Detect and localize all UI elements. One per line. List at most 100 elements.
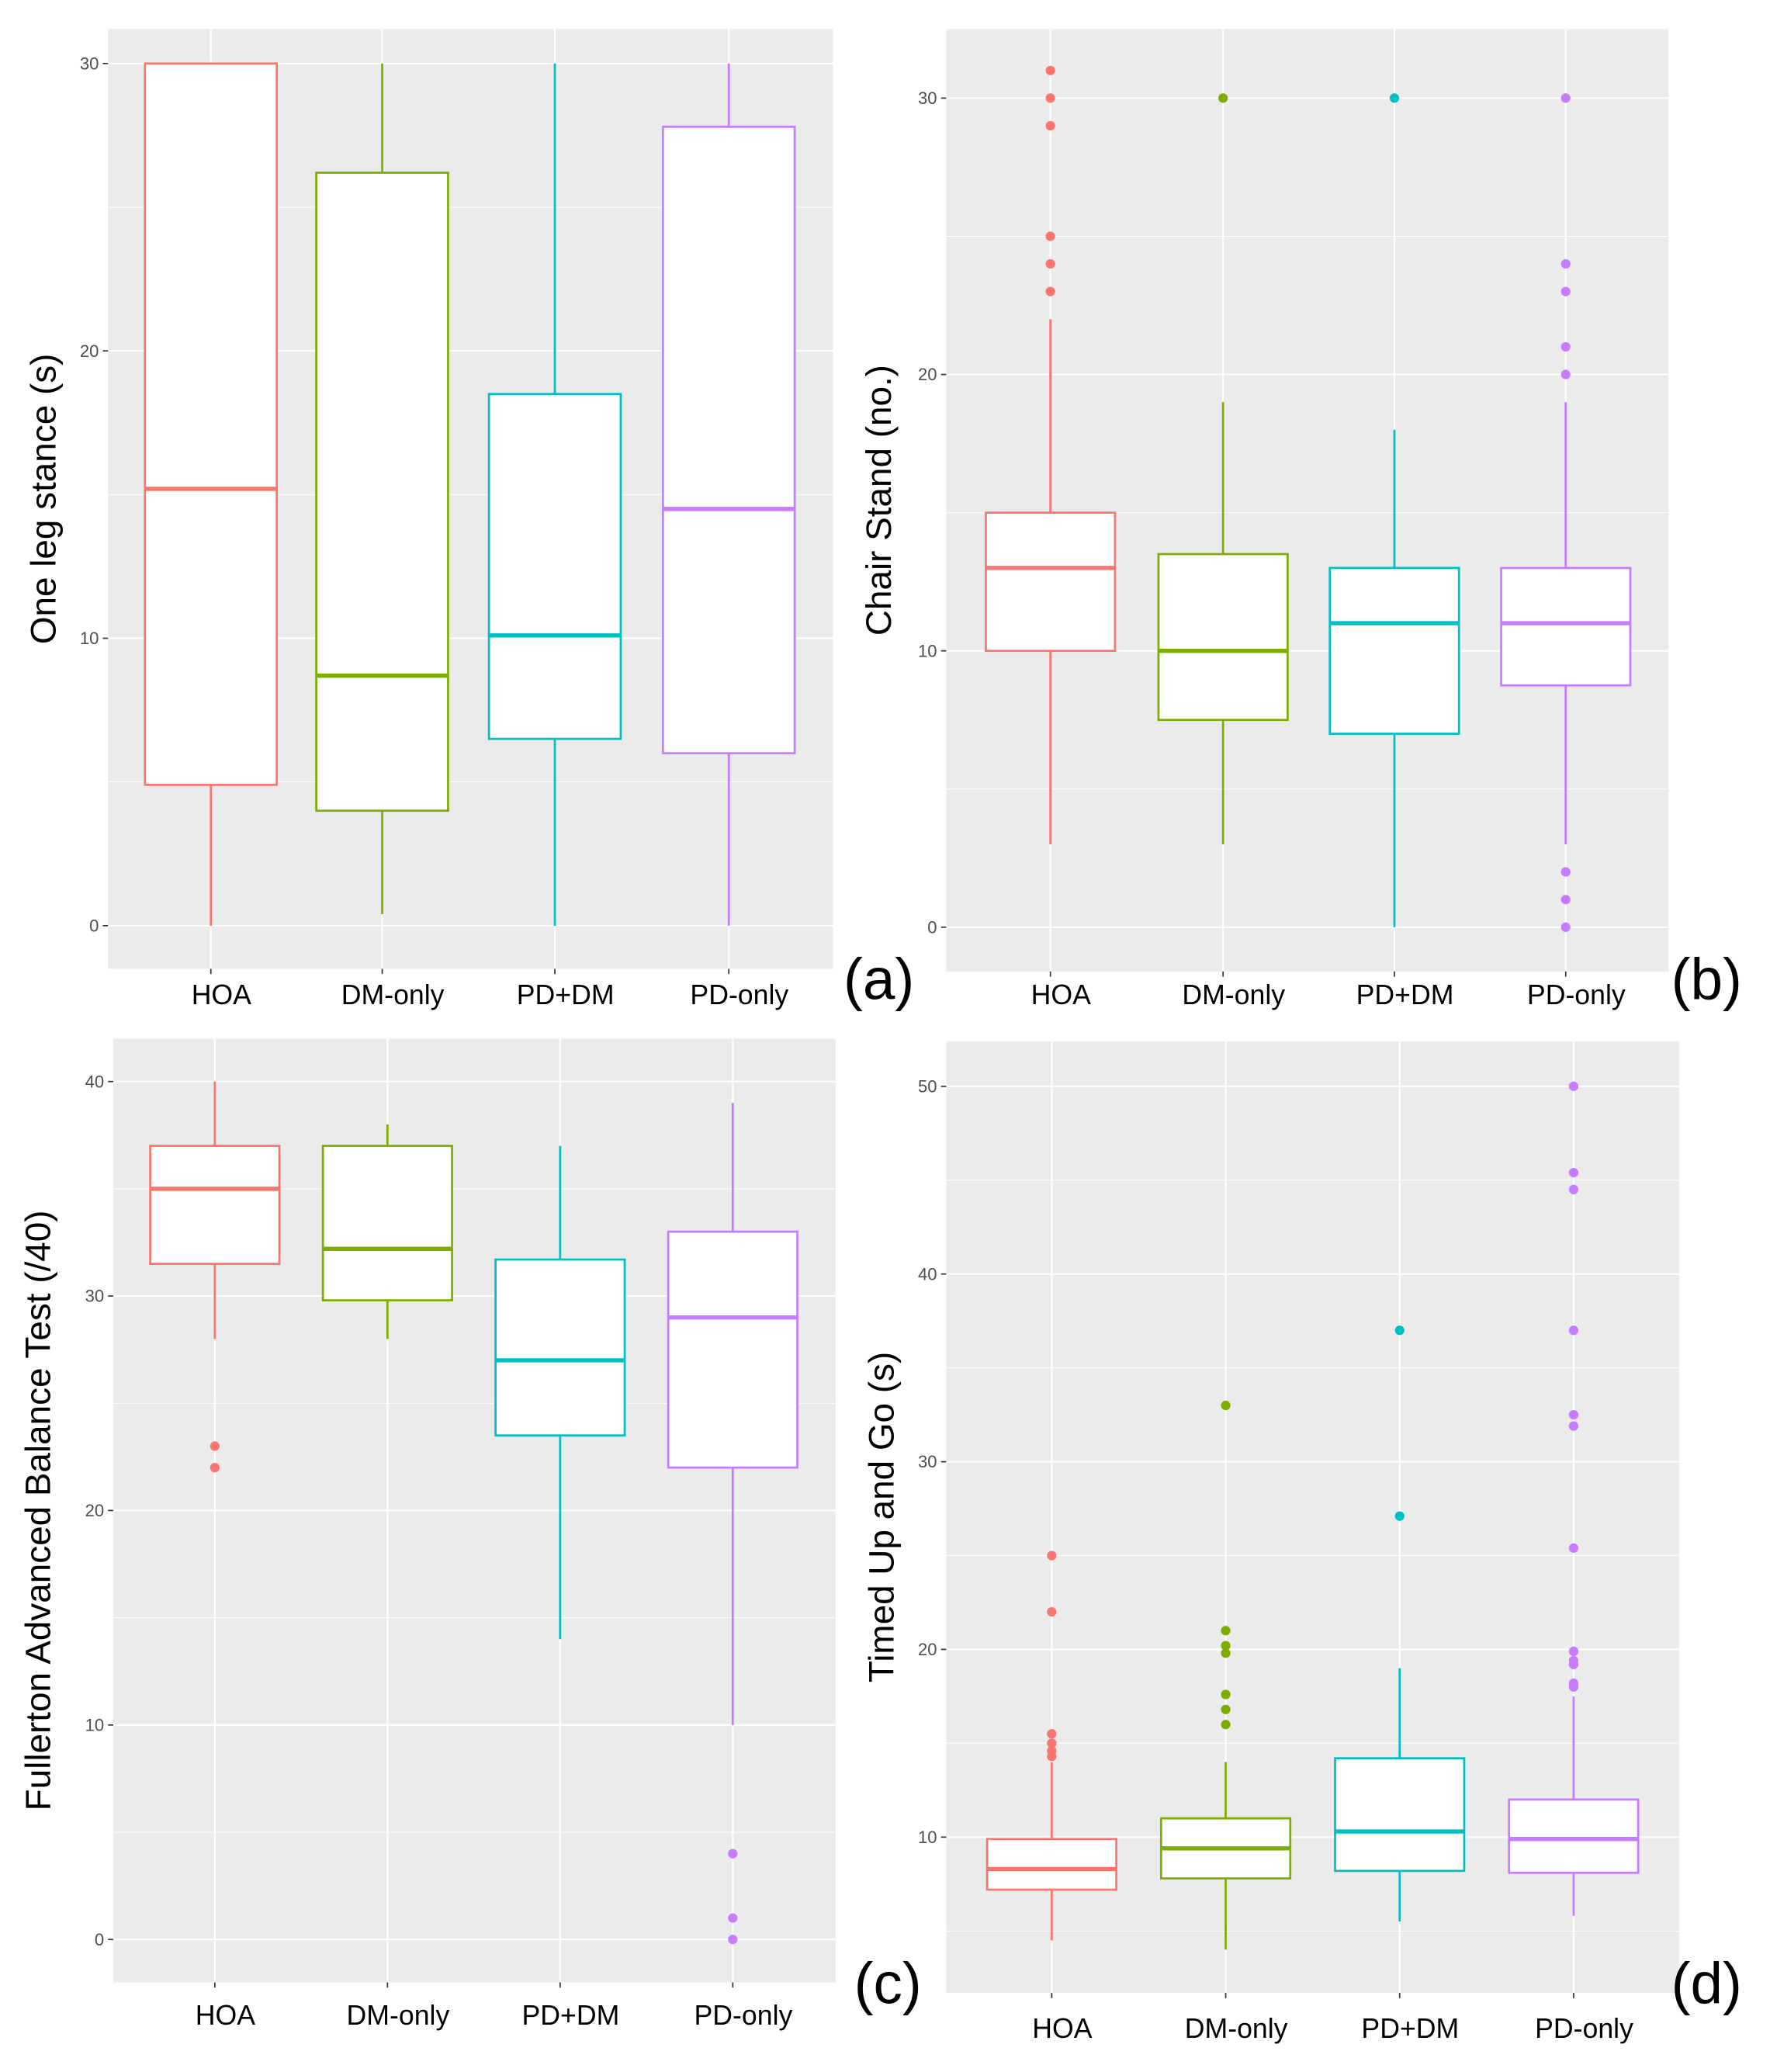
- y-tick-label: 30: [918, 88, 937, 108]
- outlier-point: [1047, 1745, 1057, 1756]
- outlier-point: [1568, 1167, 1579, 1178]
- outlier-point: [1560, 922, 1571, 932]
- y-axis-label: Timed Up and Go (s): [861, 1352, 902, 1682]
- iqr-box: [1157, 553, 1289, 722]
- outlier-point: [1568, 1081, 1579, 1091]
- x-tick-label: HOA: [1031, 979, 1091, 1010]
- outlier-point: [1560, 369, 1571, 379]
- iqr-box: [149, 1145, 281, 1265]
- x-tick-label: PD+DM: [1361, 2013, 1459, 2044]
- box-pd-only: [1508, 1081, 1640, 1916]
- y-tick-label: 20: [80, 341, 99, 361]
- iqr-box: [1500, 567, 1632, 687]
- panel-label: (d): [1671, 1951, 1742, 2016]
- outlier-point: [1045, 120, 1055, 131]
- x-tick-label: PD-only: [690, 979, 788, 1010]
- box-pd-dm: [1334, 1325, 1466, 1922]
- outlier-point: [728, 1913, 738, 1923]
- panel-label: (b): [1671, 946, 1742, 1011]
- outlier-point: [1389, 93, 1400, 103]
- outlier-point: [1568, 1646, 1579, 1656]
- x-tick-label: HOA: [192, 979, 251, 1010]
- box-dm-only: [1157, 93, 1289, 844]
- iqr-box: [315, 172, 449, 813]
- x-tick-label: PD+DM: [1356, 979, 1454, 1010]
- box-hoa: [985, 65, 1117, 844]
- plot-background: [946, 29, 1669, 972]
- iqr-box: [985, 1838, 1117, 1891]
- iqr-box: [1328, 567, 1460, 735]
- outlier-point: [1568, 1655, 1579, 1666]
- outlier-point: [1218, 93, 1228, 103]
- x-tick-label: DM-only: [341, 979, 445, 1010]
- box-hoa: [144, 62, 279, 926]
- outlier-point: [1045, 65, 1055, 75]
- iqr-box: [985, 511, 1117, 653]
- x-tick-label: DM-only: [1182, 979, 1285, 1010]
- y-tick-label: 40: [85, 1072, 105, 1091]
- outlier-point: [728, 1935, 738, 1945]
- outlier-point: [210, 1441, 220, 1451]
- outlier-point: [1045, 286, 1055, 296]
- outlier-point: [1568, 1543, 1579, 1553]
- outlier-point: [1221, 1689, 1231, 1700]
- outlier-point: [1560, 93, 1571, 103]
- panel-d: 10 20 30 40 50 HOA DM-only PD+DM PD-only Timed Up…: [861, 1041, 1742, 2044]
- box-hoa: [149, 1081, 281, 1473]
- box-pd-only: [667, 1103, 798, 1945]
- y-axis-label: Fullerton Advanced Balance Test (/40): [18, 1211, 58, 1811]
- outlier-point: [1047, 1551, 1057, 1561]
- y-tick-label: 10: [85, 1715, 105, 1734]
- box-pd-only: [661, 63, 796, 926]
- outlier-point: [1221, 1626, 1231, 1636]
- outlier-point: [1568, 1325, 1579, 1336]
- panel-a: 0 10 20 30 HOA DM-only PD+DM PD-only One leg sta…: [23, 29, 914, 1011]
- x-tick-label: HOA: [196, 2000, 255, 2031]
- y-tick-label: 20: [85, 1501, 105, 1520]
- outlier-point: [1047, 1606, 1057, 1617]
- outlier-point: [1560, 867, 1571, 877]
- iqr-box: [487, 393, 622, 740]
- x-tick-label: DM-only: [1185, 2013, 1288, 2044]
- y-tick-label: 20: [918, 1640, 937, 1659]
- outlier-point: [1568, 1678, 1579, 1689]
- outlier-point: [1045, 93, 1055, 103]
- iqr-box: [321, 1145, 453, 1301]
- outlier-point: [1394, 1325, 1405, 1336]
- outlier-point: [1045, 258, 1055, 269]
- box-dm-only: [321, 1124, 453, 1339]
- y-tick-label: 30: [80, 54, 99, 73]
- y-tick-label: 30: [918, 1452, 937, 1471]
- y-tick-label: 30: [85, 1287, 105, 1306]
- y-tick-label: 0: [927, 917, 937, 937]
- box-pd-only: [1500, 93, 1632, 932]
- panel-b: 0 10 20 30 HOA DM-only PD+DM PD-only Chair Stand…: [858, 29, 1742, 1011]
- outlier-point: [1568, 1421, 1579, 1431]
- y-tick-label: 10: [918, 1828, 937, 1847]
- outlier-point: [1568, 1184, 1579, 1194]
- outlier-point: [1560, 895, 1571, 905]
- x-tick-label: PD+DM: [522, 2000, 620, 2031]
- box-dm-only: [1159, 1400, 1292, 1950]
- x-tick-label: PD-only: [694, 2000, 793, 2031]
- y-tick-label: 10: [918, 641, 937, 660]
- outlier-point: [1560, 258, 1571, 269]
- box-hoa: [985, 1551, 1117, 1941]
- outlier-point: [1560, 286, 1571, 296]
- outlier-point: [1221, 1704, 1231, 1714]
- x-tick-label: PD+DM: [517, 979, 615, 1010]
- x-tick-label: DM-only: [347, 2000, 450, 2031]
- iqr-box: [661, 125, 796, 754]
- iqr-box: [1508, 1798, 1640, 1874]
- y-tick-label: 50: [918, 1076, 937, 1096]
- outlier-point: [1221, 1648, 1231, 1658]
- panel-label: (c): [854, 1951, 922, 2016]
- outlier-point: [1568, 1409, 1579, 1420]
- box-pd-dm: [1328, 93, 1460, 927]
- outlier-point: [1045, 231, 1055, 241]
- outlier-point: [1047, 1738, 1057, 1748]
- outlier-point: [1394, 1511, 1405, 1521]
- x-tick-label: PD-only: [1535, 2013, 1633, 2044]
- y-tick-label: 0: [95, 1930, 104, 1949]
- iqr-box: [1334, 1757, 1466, 1873]
